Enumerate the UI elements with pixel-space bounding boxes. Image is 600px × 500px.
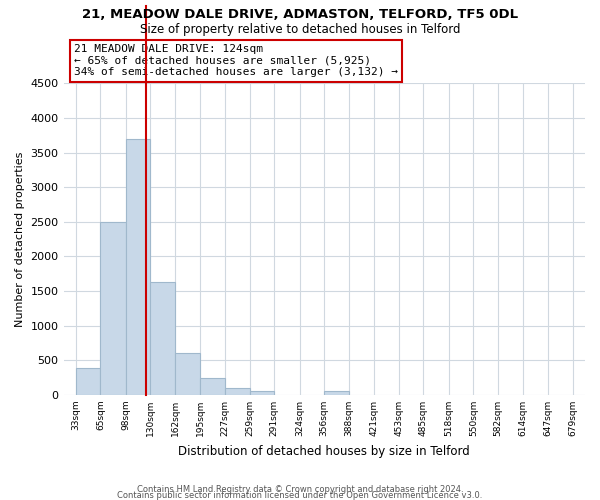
Bar (175, 354, 200, 395)
Bar (126, 139, 151, 395)
Text: Contains HM Land Registry data © Crown copyright and database right 2024.: Contains HM Land Registry data © Crown c… (137, 485, 463, 494)
Bar (324, 391, 349, 395)
Text: 21 MEADOW DALE DRIVE: 124sqm
← 65% of detached houses are smaller (5,925)
34% of: 21 MEADOW DALE DRIVE: 124sqm ← 65% of de… (74, 44, 398, 77)
Y-axis label: Number of detached properties: Number of detached properties (15, 152, 25, 327)
Text: 21, MEADOW DALE DRIVE, ADMASTON, TELFORD, TF5 0DL: 21, MEADOW DALE DRIVE, ADMASTON, TELFORD… (82, 8, 518, 20)
Bar (100, 222, 126, 395)
Bar (76, 368, 100, 395)
Bar (200, 378, 225, 395)
Bar (151, 282, 175, 395)
Text: Contains public sector information licensed under the Open Government Licence v3: Contains public sector information licen… (118, 491, 482, 500)
Text: Size of property relative to detached houses in Telford: Size of property relative to detached ho… (140, 22, 460, 36)
Bar (225, 388, 250, 395)
Bar (250, 391, 274, 395)
X-axis label: Distribution of detached houses by size in Telford: Distribution of detached houses by size … (178, 444, 470, 458)
